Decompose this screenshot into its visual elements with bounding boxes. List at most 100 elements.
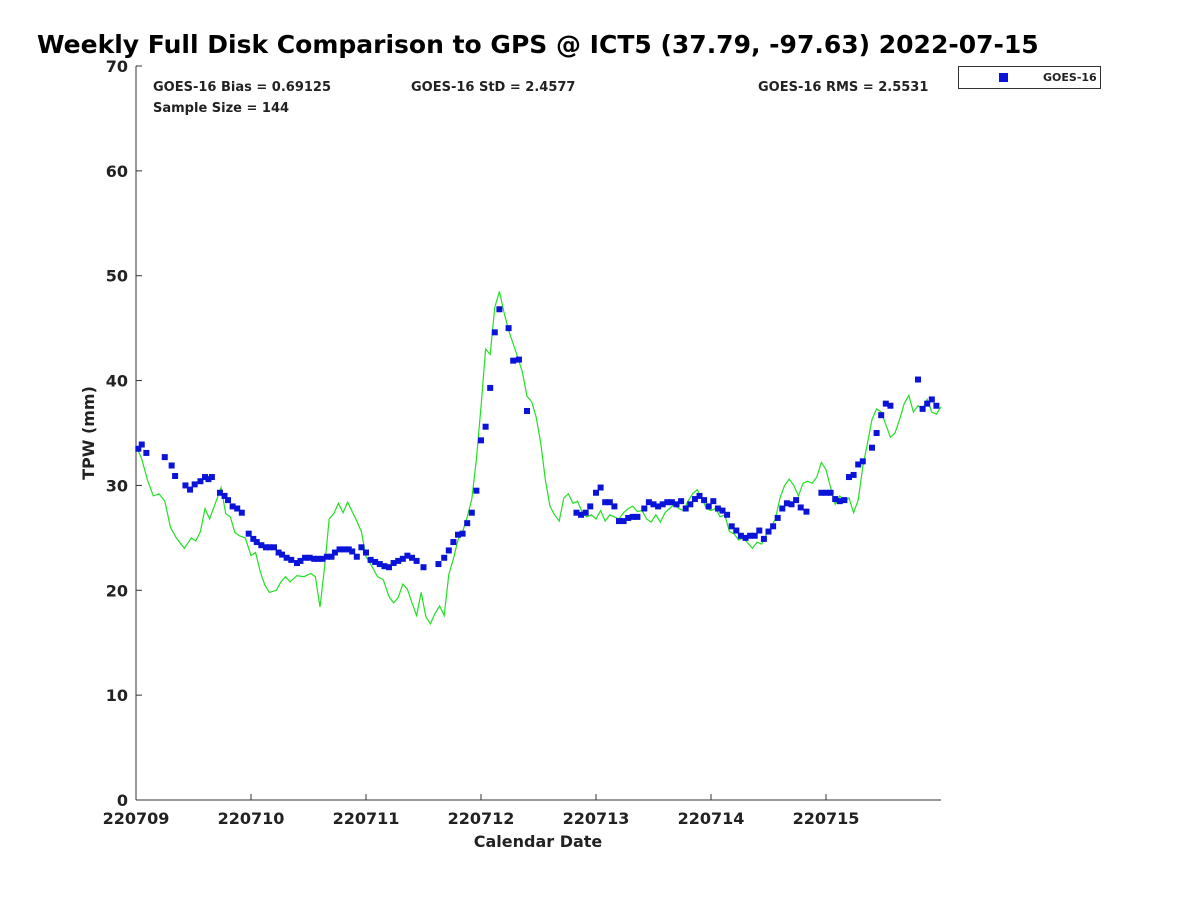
- goes16-point: [578, 511, 585, 518]
- goes16-point: [459, 530, 466, 537]
- goes16-series: [135, 306, 940, 571]
- goes16-point: [221, 492, 228, 499]
- axes: 0 10 20 30 40 50 60 70 220709 220710 220711 220712 2…: [103, 57, 941, 828]
- goes16-point: [250, 535, 257, 542]
- goes16-point: [793, 497, 800, 504]
- goes16-point: [234, 505, 241, 512]
- goes16-point: [751, 532, 758, 539]
- goes16-point: [724, 511, 731, 518]
- goes16-point: [172, 472, 179, 479]
- goes16-point: [319, 555, 326, 562]
- goes16-point: [353, 553, 360, 560]
- goes16-point: [841, 497, 848, 504]
- goes16-point: [275, 549, 282, 556]
- gps-line: [135, 291, 942, 626]
- goes16-point: [464, 520, 471, 527]
- goes16-point: [245, 530, 252, 537]
- goes16-point: [271, 544, 277, 551]
- goes16-point: [846, 474, 852, 481]
- x-tick-label: 220715: [793, 809, 860, 828]
- goes16-point: [928, 396, 935, 403]
- goes16-point: [187, 486, 194, 493]
- y-tick-label: 60: [106, 162, 128, 181]
- goes16-point: [855, 461, 862, 468]
- goes16-point: [487, 384, 494, 391]
- goes16-point: [395, 557, 402, 564]
- y-tick-label: 50: [106, 267, 128, 286]
- goes16-point: [283, 554, 290, 561]
- legend-marker-goes16: [999, 73, 1008, 82]
- goes16-point: [650, 501, 657, 508]
- goes16-point: [655, 503, 662, 510]
- goes16-point: [496, 306, 503, 313]
- goes16-point: [390, 560, 397, 567]
- goes16-point: [253, 539, 260, 546]
- goes16-point: [779, 505, 786, 512]
- y-tick-label: 70: [106, 57, 128, 76]
- goes16-point: [629, 513, 636, 520]
- goes16-point: [701, 497, 708, 504]
- goes16-point: [682, 505, 689, 512]
- chart-title: Weekly Full Disk Comparison to GPS @ ICT…: [37, 30, 1039, 59]
- goes16-point: [606, 499, 613, 506]
- y-tick-label: 10: [106, 686, 128, 705]
- goes16-point: [616, 518, 622, 525]
- goes16-point: [473, 487, 480, 494]
- goes16-point: [455, 531, 461, 538]
- goes16-point: [747, 532, 754, 539]
- goes16-point: [823, 489, 829, 496]
- goes16-point: [358, 544, 365, 551]
- goes16-point: [225, 497, 231, 504]
- goes16-point: [602, 499, 609, 506]
- goes16-point: [774, 514, 781, 521]
- y-tick-label: 0: [117, 791, 128, 810]
- bias-stat: GOES-16 Bias = 0.69125: [153, 80, 332, 95]
- goes16-point: [765, 528, 772, 535]
- goes16-point: [737, 532, 744, 539]
- goes16-point: [582, 509, 589, 516]
- x-axis-label: Calendar Date: [474, 832, 603, 851]
- goes16-point: [168, 462, 175, 469]
- goes16-point: [328, 553, 335, 560]
- goes16-point: [376, 561, 383, 568]
- goes16-point: [710, 498, 717, 505]
- goes16-point: [266, 544, 273, 551]
- goes16-point: [836, 498, 843, 505]
- goes16-point: [238, 509, 245, 516]
- goes16-point: [803, 508, 810, 515]
- goes16-point: [482, 423, 489, 430]
- goes16-point: [818, 489, 825, 496]
- goes16-point: [306, 554, 313, 561]
- goes16-point: [664, 499, 671, 506]
- goes16-point: [381, 563, 388, 570]
- goes16-point: [510, 357, 517, 364]
- goes16-point: [924, 400, 931, 407]
- goes16-point: [505, 325, 512, 332]
- goes16-point: [314, 555, 321, 562]
- goes16-point: [919, 405, 926, 412]
- goes16-point: [288, 556, 295, 563]
- goes16-point: [887, 402, 894, 409]
- x-tick-label: 220710: [218, 809, 285, 828]
- goes16-point: [620, 518, 627, 525]
- y-axis-label: TPW (mm): [79, 386, 98, 480]
- goes16-point: [645, 499, 652, 506]
- goes16-point: [783, 500, 790, 507]
- goes16-point: [515, 356, 522, 363]
- goes16-point: [850, 471, 857, 478]
- goes16-point: [258, 542, 265, 549]
- goes16-point: [216, 489, 223, 496]
- goes16-point: [760, 535, 767, 542]
- goes16-point: [719, 507, 726, 514]
- goes16-point: [182, 482, 189, 489]
- goes16-point: [882, 400, 889, 407]
- goes16-point: [611, 503, 618, 510]
- goes16-point: [593, 489, 599, 496]
- goes16-point: [873, 430, 880, 436]
- goes16-point: [634, 513, 641, 520]
- goes16-point: [641, 505, 648, 512]
- goes16-point: [420, 564, 427, 571]
- goes16-point: [770, 523, 777, 530]
- goes16-point: [705, 503, 712, 510]
- gps-series: [135, 291, 942, 626]
